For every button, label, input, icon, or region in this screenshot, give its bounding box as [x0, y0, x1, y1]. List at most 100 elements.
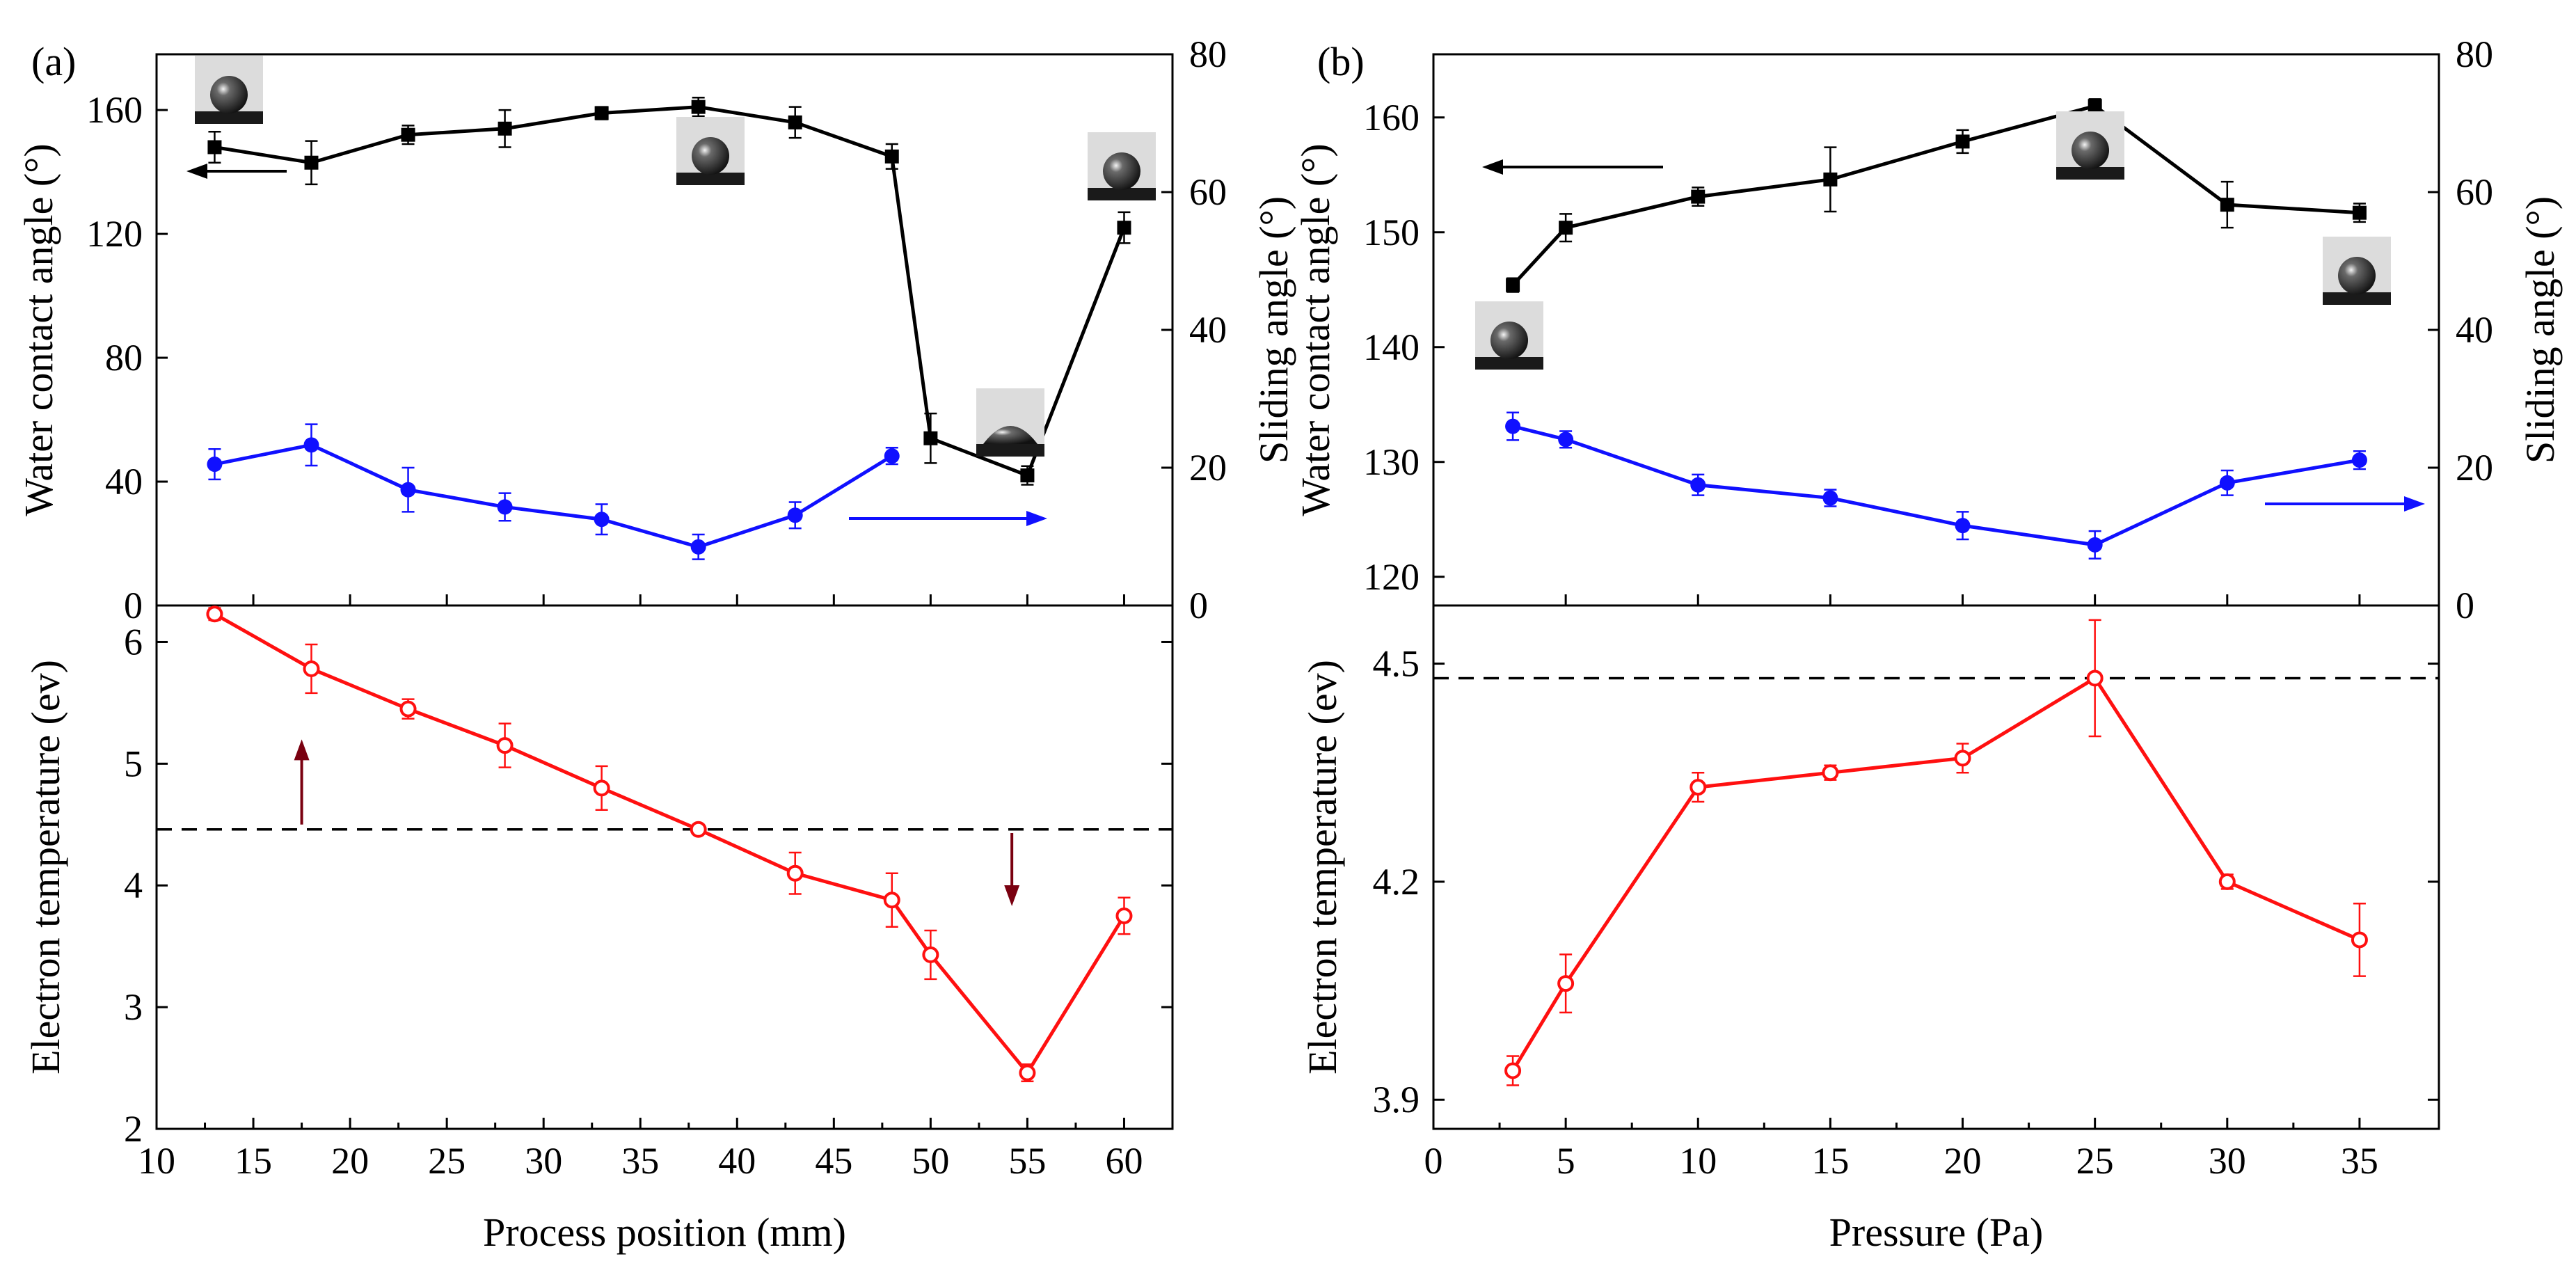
x-tick-label: 60	[1105, 1140, 1143, 1182]
series-line	[1511, 104, 2360, 287]
left-axis-arrow-head	[186, 164, 207, 179]
x-tick-label: 50	[912, 1140, 949, 1182]
bottom-y-axis-label: Electron temperature (ev)	[1300, 660, 1345, 1075]
right-y-tick-label: 20	[1189, 447, 1227, 489]
data-point	[1955, 134, 1970, 149]
bottom-y-tick-label: 2	[124, 1108, 143, 1150]
bottom-y-tick-label: 3	[124, 986, 143, 1028]
x-tick-label: 25	[428, 1140, 466, 1182]
left-y-tick-label: 80	[105, 337, 143, 379]
data-point	[594, 106, 609, 120]
data-point	[2352, 205, 2367, 220]
sliding-series	[1505, 411, 2367, 560]
x-tick-label: 40	[718, 1140, 756, 1182]
x-tick-label: 25	[2076, 1140, 2114, 1182]
data-point	[206, 605, 223, 623]
series-line	[1512, 425, 2360, 547]
right-y-axis-label: Sliding angle (°)	[1251, 196, 1296, 464]
left-y-axis-label: Water contact angle (°)	[16, 143, 61, 516]
droplet-inset-image: contact angle 42°	[976, 388, 1044, 457]
top-plot-frame	[155, 53, 1174, 607]
data-point	[1822, 764, 1839, 782]
electron-temperature-series	[206, 605, 1133, 1083]
series-line	[1511, 676, 2360, 1072]
data-point	[1557, 975, 1575, 992]
right-axis-arrow-head	[2404, 496, 2425, 512]
data-point	[1822, 490, 1838, 506]
inset-substrate	[976, 444, 1044, 457]
indicator-arrow-head	[294, 739, 310, 761]
data-point	[2220, 198, 2234, 212]
wca-series	[207, 97, 1131, 486]
data-point	[2351, 931, 2368, 949]
left-y-tick-label: 40	[105, 461, 143, 502]
x-tick-label: 30	[525, 1140, 562, 1182]
panel-b: (b) 0 5 10 15 20 25 30 35 Pressure (Pa) 120 130 140 1…	[1293, 33, 2563, 1255]
left-y-tick-label: 160	[1363, 97, 1420, 138]
data-point	[303, 660, 320, 677]
data-point	[691, 100, 706, 114]
data-point	[1117, 221, 1131, 235]
right-y-tick-label: 80	[2456, 33, 2493, 75]
x-axis-label: Process position (mm)	[483, 1210, 846, 1255]
x-tick-label: 45	[815, 1140, 852, 1182]
x-tick-label: 20	[331, 1140, 369, 1182]
right-y-tick-label: 40	[2456, 309, 2493, 351]
data-point	[1504, 1062, 1522, 1079]
droplet	[692, 137, 729, 175]
x-tick-label: 0	[1424, 1140, 1443, 1182]
data-point	[1115, 907, 1133, 924]
x-tick-label: 15	[1811, 1140, 1849, 1182]
droplet-inset-image: contact angle 161°	[2056, 111, 2124, 180]
droplet	[983, 426, 1037, 444]
bottom-y-tick-label: 6	[124, 621, 143, 663]
x-tick-label: 35	[621, 1140, 659, 1182]
panel-label: (a)	[31, 39, 76, 84]
droplet	[1103, 152, 1140, 190]
data-point	[1505, 418, 1521, 434]
x-tick-label: 55	[1008, 1140, 1046, 1182]
bottom-plot-frame	[1432, 604, 2440, 1130]
inset-substrate	[676, 173, 745, 185]
data-point	[787, 507, 803, 523]
right-y-tick-label: 80	[1189, 33, 1227, 75]
right-y-axis-label: Sliding angle (°)	[2518, 196, 2563, 464]
bottom-y-axis-label: Electron temperature (ev)	[23, 660, 68, 1075]
x-tick-label: 20	[1944, 1140, 1982, 1182]
data-point	[2087, 537, 2103, 553]
right-y-tick-label: 0	[1189, 585, 1208, 626]
left-y-tick-label: 0	[124, 585, 143, 626]
data-point	[1955, 518, 1971, 534]
data-point	[1019, 1064, 1036, 1082]
droplet	[210, 76, 248, 113]
series-line	[214, 443, 893, 549]
left-y-tick-label: 120	[86, 213, 143, 255]
right-y-tick-label: 20	[2456, 447, 2493, 489]
data-point	[2086, 670, 2104, 687]
right-y-tick-label: 60	[2456, 171, 2493, 213]
data-point	[788, 115, 802, 129]
data-point	[884, 149, 899, 164]
data-point	[1558, 431, 1574, 448]
data-point	[400, 482, 416, 498]
data-point	[1954, 750, 1971, 767]
inset-substrate	[2056, 167, 2124, 180]
panel-label: (b)	[1317, 39, 1365, 84]
data-point	[2088, 99, 2102, 113]
right-y-tick-label: 40	[1189, 309, 1227, 351]
data-point	[1020, 468, 1035, 483]
left-y-tick-label: 160	[86, 89, 143, 131]
data-point	[594, 512, 610, 528]
data-point	[1691, 189, 1706, 204]
data-point	[690, 539, 706, 555]
data-point	[786, 864, 804, 882]
droplet	[2338, 257, 2376, 294]
data-point	[883, 892, 900, 909]
data-point	[1559, 221, 1573, 235]
data-point	[303, 437, 319, 453]
data-point	[399, 700, 417, 718]
data-point	[2218, 873, 2236, 890]
x-tick-label: 35	[2341, 1140, 2378, 1182]
x-tick-label: 15	[234, 1140, 272, 1182]
